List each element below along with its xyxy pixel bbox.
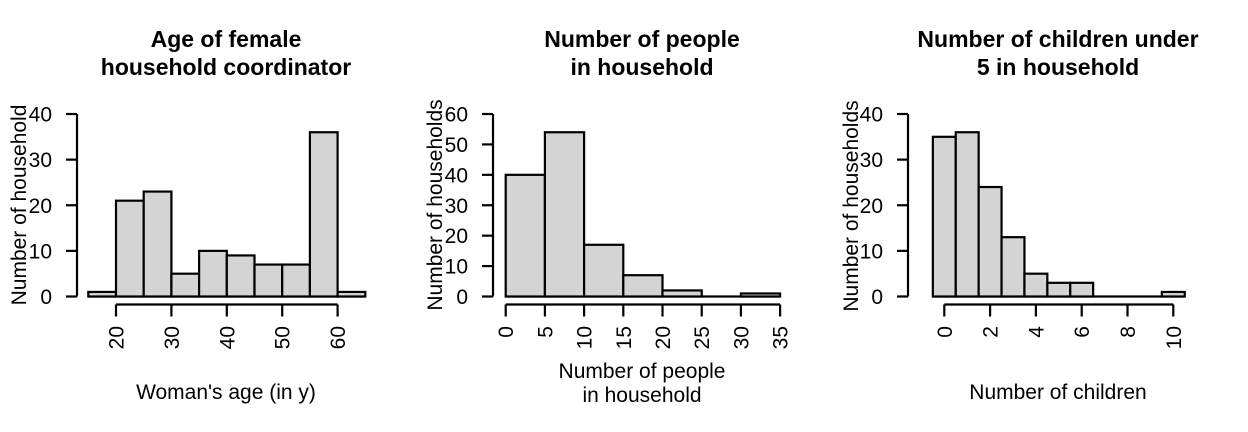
x-tick-label: 60 <box>327 326 350 349</box>
x-axis-title: Woman's age (in y) <box>136 381 316 404</box>
y-tick-label: 30 <box>29 149 52 172</box>
bar <box>87 290 118 298</box>
y-axis-title: Number of households <box>840 100 863 311</box>
bar <box>504 173 546 298</box>
bar <box>1000 236 1026 298</box>
y-tick-label: 10 <box>29 240 52 263</box>
x-tick-label: 15 <box>613 326 636 349</box>
x-tick-label: 6 <box>1071 326 1094 338</box>
bar <box>661 289 703 298</box>
y-tick-label: 30 <box>445 195 468 218</box>
x-axis-title: Number of children <box>969 381 1146 404</box>
x-tick-label: 10 <box>1163 326 1186 349</box>
bar <box>336 290 367 298</box>
x-axis-title: in household <box>582 384 701 407</box>
chart-title: 5 in household <box>977 54 1139 80</box>
y-tick-label: 30 <box>860 149 883 172</box>
y-tick-label: 20 <box>29 195 52 218</box>
bar <box>114 199 145 298</box>
bar <box>931 135 957 298</box>
bar <box>954 131 980 298</box>
y-tick-label: 10 <box>860 240 883 263</box>
bar <box>281 263 312 298</box>
x-tick-label: 4 <box>1025 326 1048 338</box>
x-tick-label: 0 <box>934 326 957 338</box>
y-tick-label: 20 <box>860 195 883 218</box>
x-tick-label: 20 <box>106 326 129 349</box>
y-tick-label: 40 <box>860 104 883 127</box>
x-tick-label: 30 <box>161 326 184 349</box>
y-tick-label: 0 <box>40 286 52 309</box>
x-tick-label: 0 <box>495 326 518 338</box>
bar <box>543 131 586 298</box>
y-tick-label: 20 <box>445 225 468 248</box>
x-tick-label: 50 <box>272 326 295 349</box>
bar <box>739 292 782 298</box>
bar <box>170 272 201 298</box>
bar <box>253 263 284 298</box>
x-tick-label: 5 <box>534 326 557 338</box>
y-tick-label: 10 <box>445 256 468 279</box>
bar <box>308 131 339 298</box>
bar <box>1046 281 1072 298</box>
bar <box>977 185 1003 298</box>
chart-title: Number of children under <box>917 26 1198 52</box>
y-tick-label: 40 <box>29 104 52 127</box>
y-tick-label: 40 <box>445 164 468 187</box>
bar <box>622 274 664 298</box>
y-tick-label: 0 <box>871 286 883 309</box>
chart-title: Number of people <box>544 26 740 52</box>
y-tick-label: 0 <box>456 286 468 309</box>
y-tick-label: 50 <box>445 134 468 157</box>
bar <box>198 249 228 298</box>
y-axis-title: Number of household <box>8 105 31 306</box>
bar <box>225 254 256 298</box>
chart-title: household coordinator <box>101 54 351 80</box>
bar <box>1023 272 1049 298</box>
chart-number-of-children-under-5: Number of children under 5 in household Nu… <box>832 0 1248 432</box>
x-tick-label: 35 <box>770 326 793 349</box>
x-tick-label: 2 <box>980 326 1003 338</box>
chart-number-of-people-in-household: Number of people in household Number of ho… <box>416 0 832 432</box>
chart-title: in household <box>570 54 713 80</box>
y-tick-label: 60 <box>445 104 468 127</box>
chart-title: Age of female <box>151 26 302 52</box>
x-axis-title: Number of people <box>559 360 726 383</box>
y-axis-title: Number of households <box>424 99 447 310</box>
x-tick-label: 10 <box>574 326 597 349</box>
x-tick-label: 40 <box>216 326 239 349</box>
x-tick-label: 30 <box>730 326 753 349</box>
bar <box>583 243 625 298</box>
chart-age-of-female-household-coordinator: Age of female household coordinator Number… <box>0 0 416 432</box>
x-tick-label: 20 <box>652 326 675 349</box>
x-tick-label: 25 <box>691 326 714 349</box>
bar <box>1160 290 1186 298</box>
x-tick-label: 8 <box>1117 326 1140 338</box>
bar <box>142 190 173 298</box>
bar <box>1069 281 1095 298</box>
